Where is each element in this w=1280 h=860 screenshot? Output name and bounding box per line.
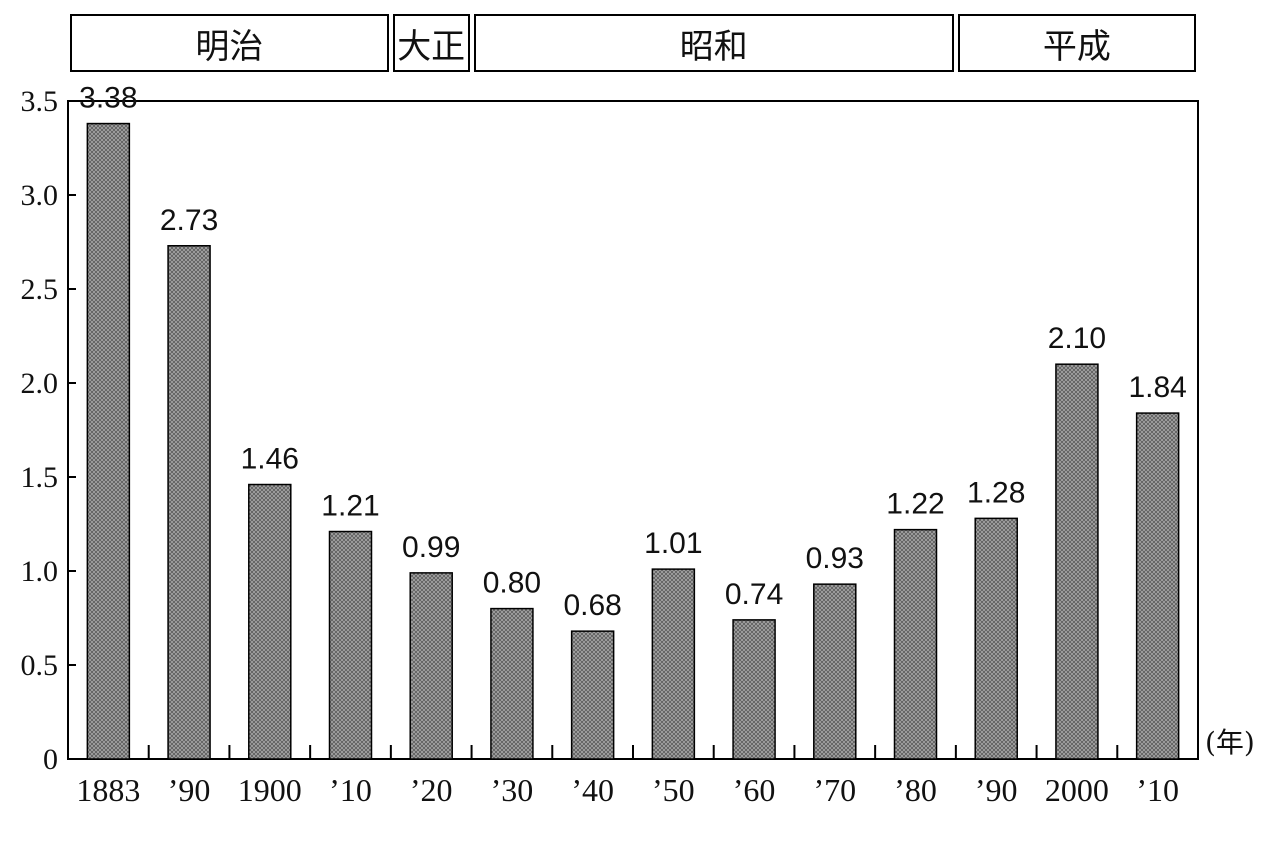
data-label: 2.73 xyxy=(160,204,218,237)
data-label: 2.10 xyxy=(1048,322,1106,355)
era-label: 平成 xyxy=(957,14,1196,72)
x-tick-label: ’40 xyxy=(571,772,614,808)
plot-frame xyxy=(67,100,1199,760)
era-label: 明治 xyxy=(70,14,389,72)
data-label: 3.38 xyxy=(79,82,137,115)
y-axis: 0 0.5 1.0 1.5 2.0 2.5 3.0 3.5 xyxy=(21,85,76,776)
x-tick-label: ’20 xyxy=(410,772,453,808)
bar xyxy=(490,607,534,760)
x-tick-label: ’90 xyxy=(975,772,1018,808)
data-label: 1.01 xyxy=(644,527,702,560)
y-tick-label: 1.5 xyxy=(21,461,59,494)
bar xyxy=(1055,363,1099,760)
x-tick-label: ’80 xyxy=(894,772,937,808)
x-tick-label: 2000 xyxy=(1045,772,1109,808)
y-tick-label: 0 xyxy=(43,743,58,776)
bar xyxy=(1135,412,1180,760)
x-tick-label: ’30 xyxy=(491,772,534,808)
y-tick-label: 2.5 xyxy=(21,273,59,306)
data-label: 0.68 xyxy=(563,589,621,622)
x-tick-label: ’60 xyxy=(733,772,776,808)
x-axis-unit-label: (年) xyxy=(1205,726,1255,759)
x-tick-label: ’10 xyxy=(329,772,372,808)
bar xyxy=(732,619,776,760)
data-label: 0.80 xyxy=(483,567,541,600)
bar xyxy=(974,517,1018,760)
x-tick-label: ’10 xyxy=(1136,772,1179,808)
bar xyxy=(409,572,453,760)
y-tick-label: 3.0 xyxy=(21,179,59,212)
data-label: 0.74 xyxy=(725,578,783,611)
bar xyxy=(167,245,211,760)
bar xyxy=(651,568,696,760)
bar xyxy=(570,630,615,760)
y-tick-label: 1.0 xyxy=(21,555,59,588)
data-label: 1.84 xyxy=(1128,371,1186,404)
bar xyxy=(86,122,131,760)
era-label: 昭和 xyxy=(473,14,954,72)
data-label: 0.93 xyxy=(806,542,864,575)
bar xyxy=(248,483,292,760)
data-labels: 3.38 2.73 1.46 1.21 0.99 0.80 0.68 1.01 0.74 0.93… xyxy=(79,82,1187,623)
x-tick-label: ’50 xyxy=(652,772,695,808)
bar xyxy=(328,530,373,760)
data-label: 0.99 xyxy=(402,531,460,564)
era-label: 大正 xyxy=(392,14,470,72)
data-label: 1.46 xyxy=(241,443,299,476)
data-label: 1.22 xyxy=(886,488,944,521)
data-label: 1.28 xyxy=(967,476,1025,509)
x-tick-label: 1900 xyxy=(238,772,302,808)
x-tick-label: 1883 xyxy=(76,772,140,808)
y-tick-label: 2.0 xyxy=(21,367,59,400)
y-tick-label: 0.5 xyxy=(21,649,59,682)
x-axis: 1883 ’90 1900 ’10 ’20 ’30 ’40 ’50 ’60 ’70 ’80 ’90 20… xyxy=(76,745,1179,808)
data-label: 1.21 xyxy=(321,490,379,523)
x-tick-label: ’90 xyxy=(168,772,211,808)
y-tick-label: 3.5 xyxy=(21,85,59,118)
bars xyxy=(86,122,1180,760)
bar xyxy=(813,583,857,760)
bar xyxy=(893,528,938,760)
x-tick-label: ’70 xyxy=(813,772,856,808)
